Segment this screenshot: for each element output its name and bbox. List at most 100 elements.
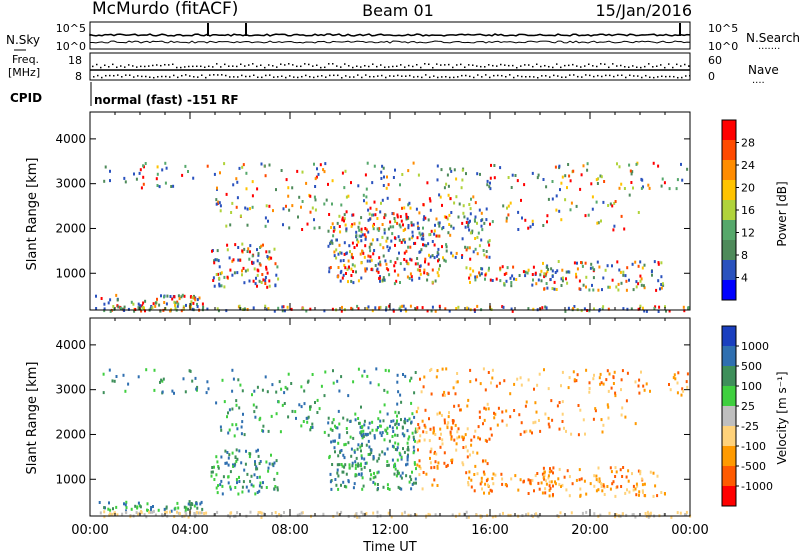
- echo-cell: [498, 381, 501, 385]
- echo-cell: [419, 434, 422, 438]
- nave-dot: [604, 63, 606, 65]
- echo-cell: [150, 506, 153, 509]
- echo-cell: [399, 474, 402, 478]
- echo-cell: [305, 416, 308, 420]
- echo-cell: [387, 248, 390, 252]
- echo-cell: [415, 481, 417, 485]
- echo-cell: [350, 279, 353, 283]
- echo-cell: [377, 262, 380, 266]
- echo-cell: [267, 429, 270, 433]
- echo-cell: [369, 381, 372, 385]
- echo-cell: [381, 235, 384, 239]
- nave-dot: [500, 63, 502, 66]
- echo-cell: [561, 400, 564, 404]
- echo-cell: [554, 165, 557, 169]
- echo-cell: [241, 490, 244, 494]
- echo-cell: [480, 219, 483, 223]
- echo-cell: [376, 238, 379, 242]
- echo-cell: [330, 440, 333, 444]
- echo-cell: [260, 516, 263, 519]
- echo-cell: [386, 390, 389, 394]
- echo-cell: [597, 288, 600, 292]
- echo-cell: [161, 379, 164, 383]
- freq-tick-top: 18: [68, 54, 82, 67]
- echo-cell: [443, 393, 446, 397]
- echo-cell: [534, 401, 537, 405]
- echo-cell: [410, 258, 413, 262]
- nave-dot: [97, 74, 99, 77]
- nave-dot: [296, 65, 298, 68]
- nave-dot: [152, 64, 154, 67]
- echo-cell: [576, 373, 579, 377]
- echo-cell: [253, 473, 256, 477]
- echo-cell: [246, 268, 249, 272]
- echo-cell: [636, 484, 639, 488]
- echo-cell: [219, 425, 222, 429]
- echo-cell: [244, 269, 247, 273]
- echo-cell: [451, 461, 453, 465]
- echo-cell: [336, 426, 339, 430]
- echo-cell: [668, 187, 671, 191]
- echo-cell: [343, 213, 346, 217]
- echo-cell: [464, 225, 467, 229]
- echo-cell: [510, 281, 513, 284]
- echo-cell: [137, 375, 140, 379]
- echo-cell: [345, 427, 348, 430]
- echo-cell: [561, 370, 564, 374]
- echo-cell: [641, 483, 644, 487]
- echo-cell: [359, 445, 362, 449]
- echo-cell: [264, 279, 267, 282]
- echo-cell: [637, 211, 640, 214]
- echo-cell: [436, 164, 439, 168]
- echo-cell: [351, 464, 354, 468]
- echo-cell: [397, 485, 400, 489]
- echo-cell: [455, 251, 458, 255]
- echo-cell: [593, 512, 596, 516]
- echo-cell: [606, 369, 609, 373]
- nave-dot: [209, 74, 211, 76]
- echo-cell: [534, 513, 536, 516]
- echo-cell: [152, 505, 154, 508]
- echo-cell: [196, 305, 199, 309]
- echo-cell: [565, 429, 567, 433]
- nave-dot: [224, 63, 226, 66]
- echo-cell: [376, 488, 379, 492]
- echo-cell: [270, 453, 272, 457]
- echo-cell: [364, 227, 367, 230]
- echo-cell: [266, 307, 269, 311]
- echo-cell: [563, 475, 566, 479]
- echo-cell: [592, 288, 595, 292]
- echo-cell: [149, 510, 152, 514]
- echo-cell: [436, 412, 439, 416]
- echo-cell: [211, 470, 214, 474]
- echo-cell: [433, 229, 436, 233]
- echo-cell: [532, 265, 535, 269]
- nave-dot: [637, 75, 639, 77]
- colorbar-segment: [722, 406, 736, 427]
- nave-dot: [181, 74, 183, 77]
- echo-cell: [364, 244, 367, 248]
- echo-cell: [653, 306, 656, 310]
- echo-cell: [379, 275, 381, 279]
- echo-cell: [635, 162, 638, 166]
- echo-cell: [340, 251, 343, 255]
- echo-cell: [506, 206, 508, 210]
- echo-cell: [283, 402, 286, 405]
- echo-cell: [544, 487, 547, 491]
- echo-cell: [434, 433, 437, 436]
- echo-cell: [620, 214, 623, 218]
- echo-cell: [225, 461, 228, 465]
- echo-cell: [330, 226, 333, 229]
- echo-cell: [564, 309, 567, 313]
- echo-cell: [455, 448, 458, 452]
- echo-cell: [519, 376, 522, 380]
- echo-cell: [510, 477, 513, 481]
- echo-cell: [373, 200, 376, 204]
- echo-cell: [446, 423, 449, 427]
- echo-cell: [629, 169, 632, 173]
- echo-cell: [256, 259, 259, 263]
- echo-cell: [349, 420, 352, 423]
- echo-cell: [507, 204, 510, 208]
- echo-cell: [551, 287, 554, 290]
- echo-cell: [273, 247, 276, 251]
